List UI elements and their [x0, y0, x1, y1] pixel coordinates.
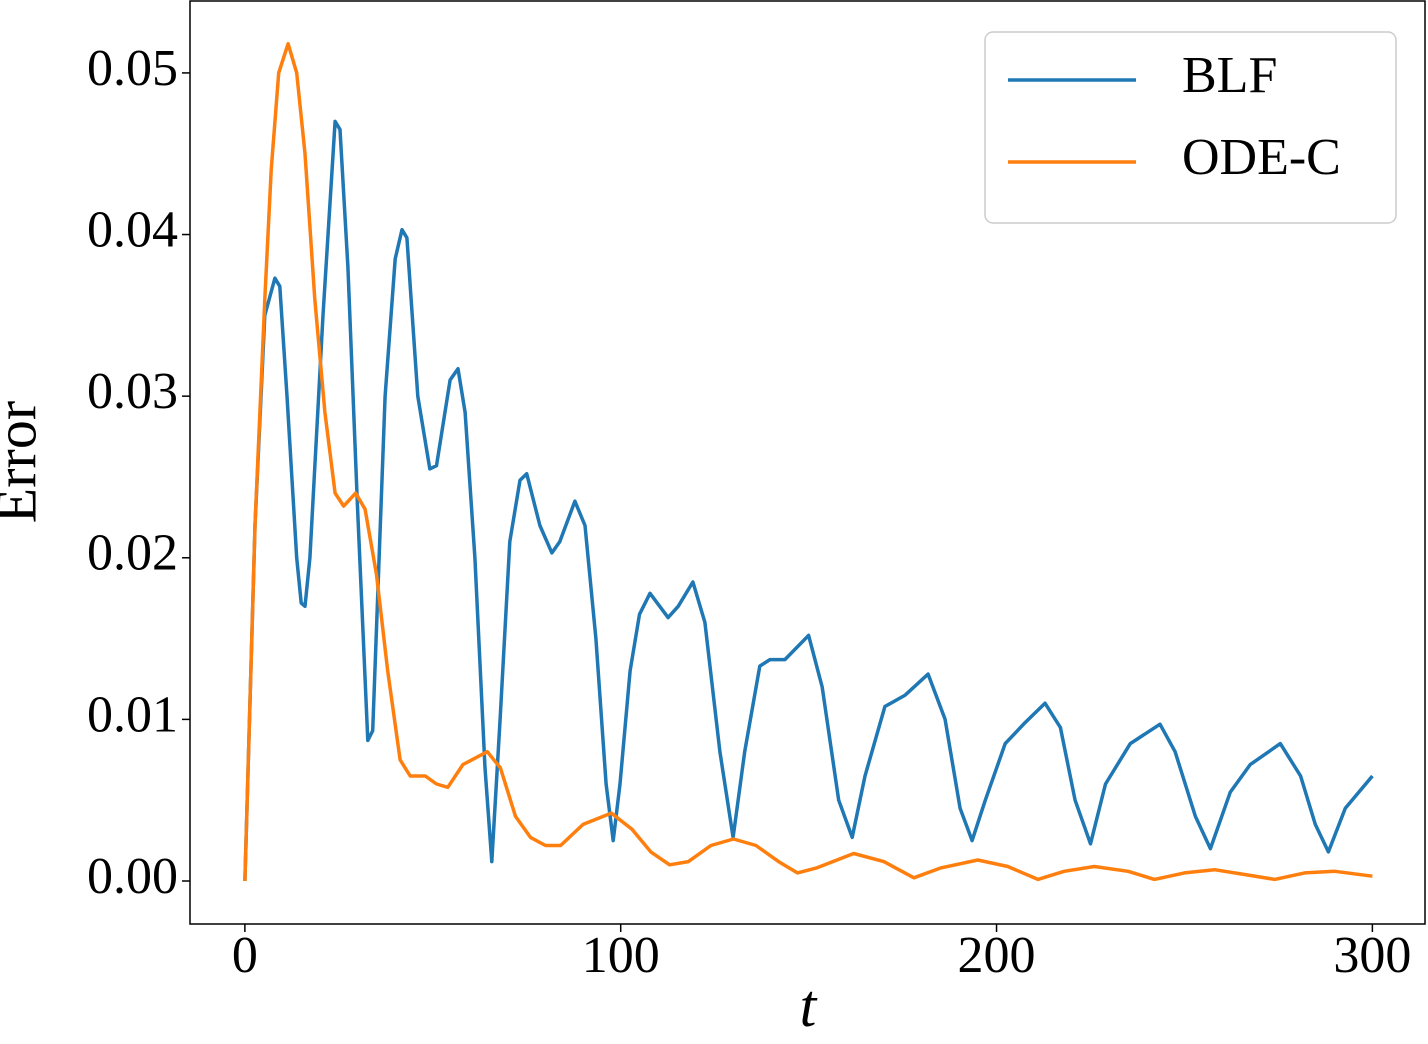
- x-tick-label: 200: [958, 927, 1036, 984]
- x-tick-label: 300: [1333, 927, 1411, 984]
- y-tick-label: 0.03: [87, 363, 178, 420]
- y-tick-label: 0.00: [87, 848, 178, 905]
- plot-frame: [189, 0, 1426, 925]
- line: [243, 42, 1373, 882]
- y-tick-label: 0.01: [87, 686, 178, 743]
- x-tick-label: 100: [582, 927, 660, 984]
- y-axis-label: Error: [0, 401, 48, 523]
- line: [243, 119, 1374, 882]
- y-tick-label: 0.05: [87, 40, 178, 97]
- y-tick-label: 0.02: [87, 525, 178, 582]
- x-axis-label: t: [800, 973, 818, 1039]
- legend-label: BLF: [1182, 47, 1277, 104]
- y-tick-label: 0.04: [87, 201, 178, 258]
- x-tick-label: 0: [232, 927, 258, 984]
- legend-label: ODE-C: [1182, 129, 1341, 186]
